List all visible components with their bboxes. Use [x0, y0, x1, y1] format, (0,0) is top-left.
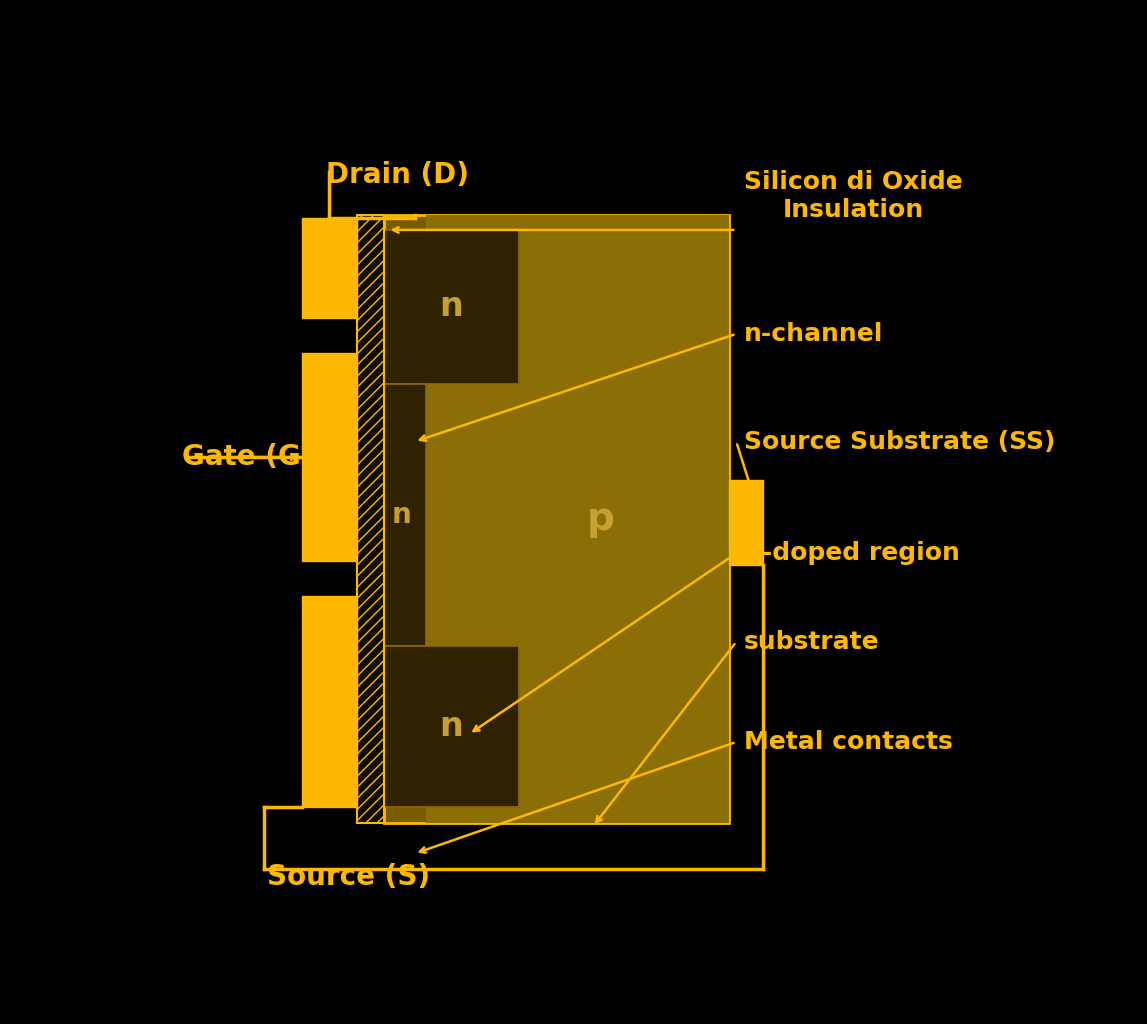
- Text: Gate (G): Gate (G): [182, 443, 313, 471]
- Bar: [383, 230, 520, 384]
- Text: p: p: [586, 500, 615, 538]
- Text: n: n: [391, 501, 411, 528]
- Text: n-doped region: n-doped region: [744, 542, 960, 565]
- Text: Silicon di Oxide
Insulation: Silicon di Oxide Insulation: [744, 170, 962, 222]
- Bar: [303, 353, 357, 561]
- Text: n: n: [439, 291, 463, 324]
- Text: Drain (D): Drain (D): [326, 161, 468, 188]
- Bar: [427, 214, 728, 823]
- Text: Metal contacts: Metal contacts: [744, 730, 953, 754]
- Text: n: n: [439, 710, 463, 743]
- Text: Source Substrate (SS): Source Substrate (SS): [744, 430, 1055, 454]
- Bar: [728, 480, 764, 565]
- Text: n-channel: n-channel: [744, 322, 883, 346]
- Bar: [383, 384, 427, 646]
- Text: substrate: substrate: [744, 630, 880, 654]
- Bar: [383, 646, 520, 807]
- Bar: [383, 214, 728, 823]
- Bar: [303, 596, 357, 807]
- Bar: [357, 214, 383, 823]
- Bar: [303, 218, 357, 318]
- Text: Source (S): Source (S): [267, 862, 430, 891]
